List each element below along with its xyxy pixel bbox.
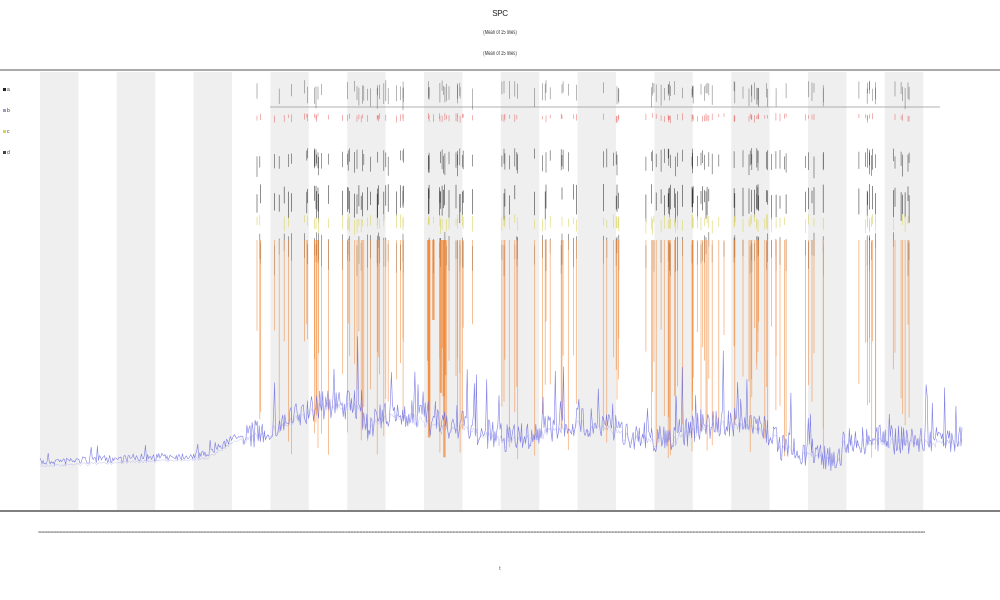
legend-item-b: b [3,101,10,122]
background-band [270,72,309,510]
background-band [116,72,156,510]
legend: a b c d [3,80,10,164]
background-band [40,72,79,510]
legend-item-d: d [3,143,10,164]
series-line-mean [39,336,963,471]
chart-title: SPC [492,9,508,18]
orange-spikes [256,240,910,460]
background-band [577,72,616,510]
chart-subtitle-2: (Mean of 15 lines) [483,51,517,57]
series-line-mean-shadow [39,403,963,468]
background-band [347,72,386,510]
background-band [193,72,232,510]
legend-item-a: a [3,80,10,101]
legend-item-c: c [3,122,10,143]
background-bands [40,72,924,510]
x-tick-labels: 1010101010101010101010101010101010101010… [38,531,925,534]
x-axis-label: t [499,566,501,572]
background-band [808,72,847,510]
chart-subtitle-1: (Mean of 15 lines) [483,30,517,36]
